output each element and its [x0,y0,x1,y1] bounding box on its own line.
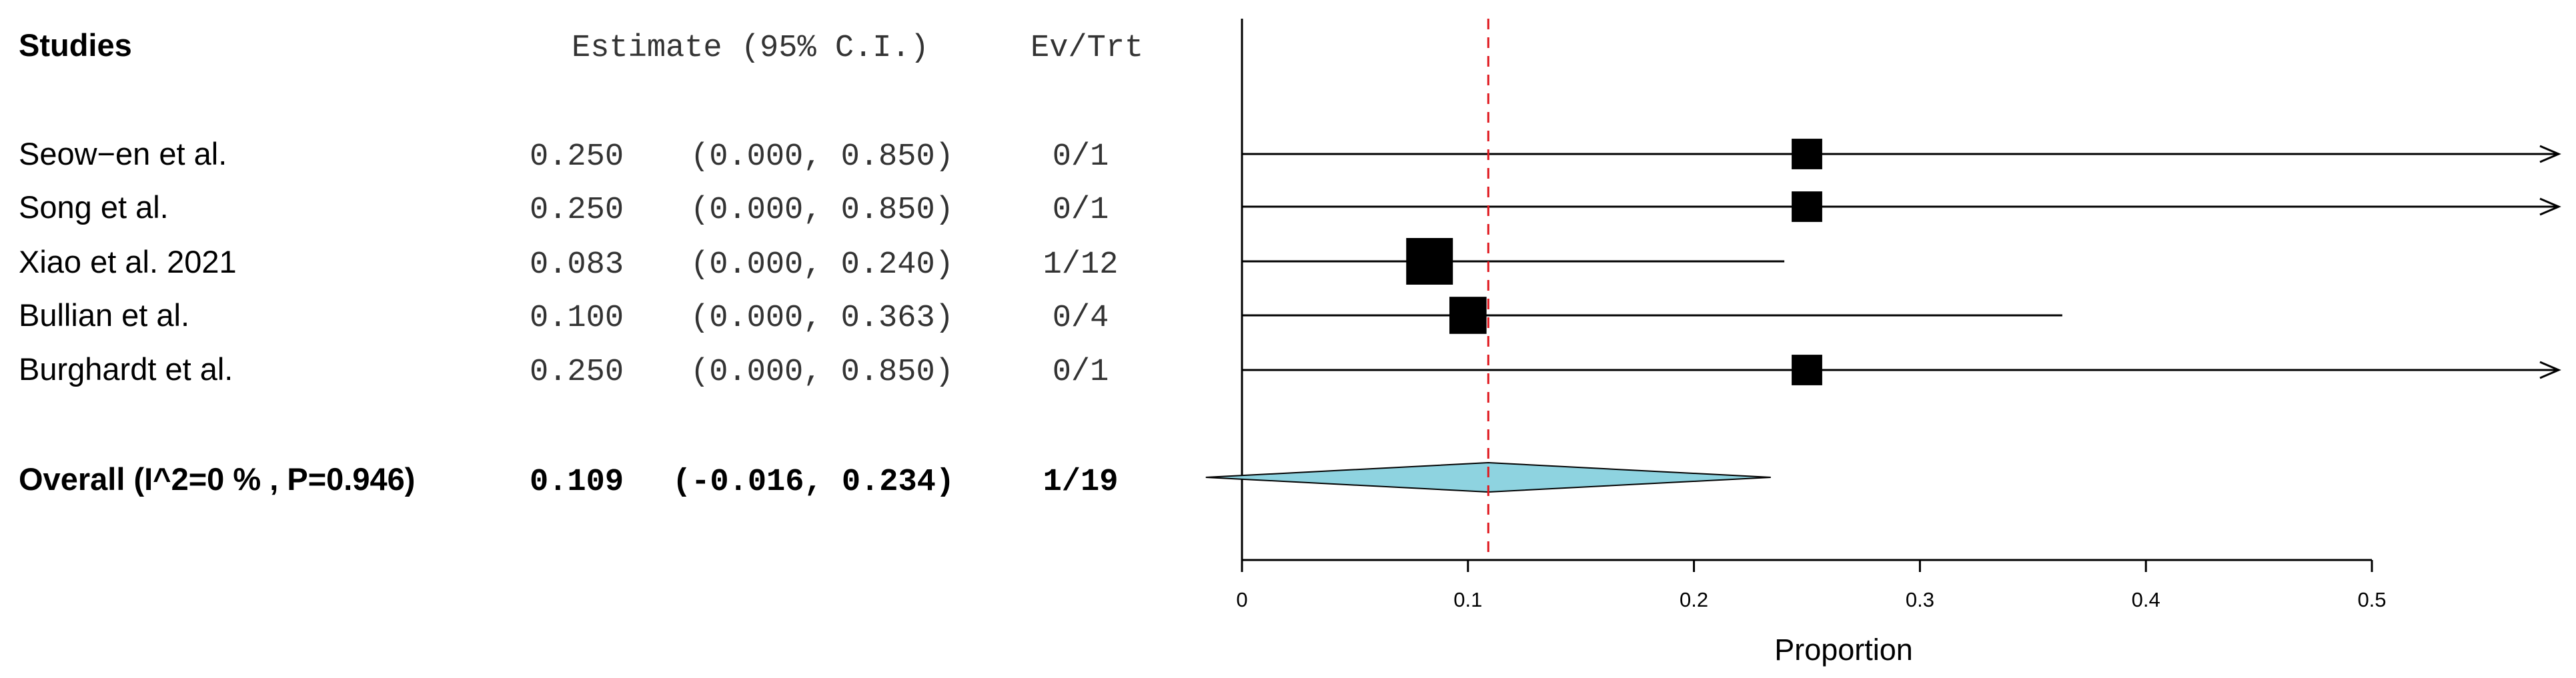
overall-row: Overall (I^2=0 % , P=0.946) 0.109 (-0.01… [19,461,1118,500]
overall-ci: (-0.016, 0.234) [672,465,954,500]
study-name: Bullian et al. [19,297,189,333]
study-point [1792,355,1822,385]
overall-events: 1/19 [1043,465,1119,500]
study-row: Song et al. 0.250 (0.000, 0.850) 0/1 [19,189,1109,228]
events-header: Ev/Trt [1031,31,1143,66]
studies-header: Studies [19,27,132,63]
overall-estimate: 0.109 [530,465,624,500]
study-estimate: 0.250 [530,193,624,228]
study-ci: (0.000, 0.363) [690,301,954,336]
study-events: 0/1 [1053,139,1109,175]
study-estimate: 0.250 [530,355,624,390]
x-tick-label: 0.3 [1906,588,1934,611]
estimate-header: Estimate (95% C.I.) [572,31,929,66]
study-name: Burghardt et al. [19,351,233,387]
plot-area: 0 0.1 0.2 0.3 0.4 0.5 Proportion [1205,19,2561,667]
study-name: Seow−en et al. [19,136,227,171]
study-estimate: 0.100 [530,301,624,336]
study-point [1406,238,1453,285]
study-point [1449,297,1487,334]
x-axis-label: Proportion [1774,633,1913,667]
study-point [1792,139,1822,169]
study-events: 0/4 [1053,301,1109,336]
study-row: Bullian et al. 0.100 (0.000, 0.363) 0/4 [19,297,1109,336]
study-point [1792,191,1822,222]
ci-arrow [2539,145,2561,163]
x-tick-label: 0.1 [1453,588,1482,611]
study-events: 0/1 [1053,193,1109,228]
study-row: Xiao et al. 2021 0.083 (0.000, 0.240) 1/… [19,244,1118,283]
study-name: Xiao et al. 2021 [19,244,237,279]
x-tick-label: 0.5 [2357,588,2386,611]
study-row: Seow−en et al. 0.250 (0.000, 0.850) 0/1 [19,136,1109,175]
study-ci: (0.000, 0.850) [690,193,954,228]
study-events: 1/12 [1043,247,1119,283]
x-tick-label: 0 [1236,588,1247,611]
study-ci: (0.000, 0.240) [690,247,954,283]
study-name: Song et al. [19,189,169,225]
ci-arrow [2539,361,2561,379]
study-ci: (0.000, 0.850) [690,355,954,390]
study-estimate: 0.083 [530,247,624,283]
overall-label: Overall (I^2=0 % , P=0.946) [19,461,415,497]
study-row: Burghardt et al. 0.250 (0.000, 0.850) 0/… [19,351,1109,390]
study-estimate: 0.250 [530,139,624,175]
x-tick-label: 0.2 [1680,588,1708,611]
x-tick-label: 0.4 [2132,588,2160,611]
ci-arrow [2539,197,2561,216]
study-events: 0/1 [1053,355,1109,390]
study-ci: (0.000, 0.850) [690,139,954,175]
